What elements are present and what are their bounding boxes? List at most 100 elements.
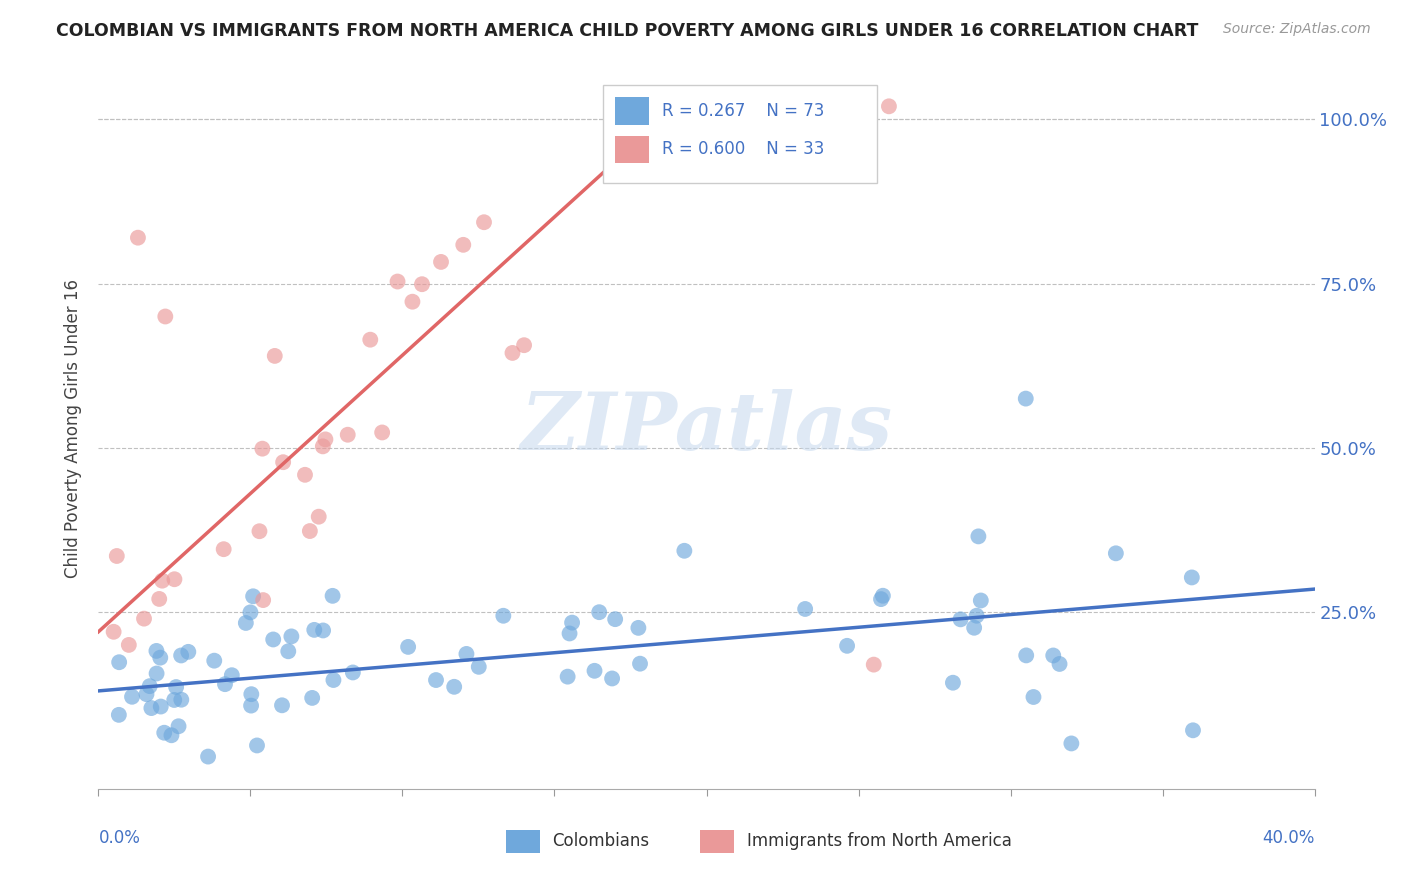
Point [163, 572, 186, 586]
Point [673, 543, 696, 558]
Point [513, 338, 536, 352]
Point [411, 277, 433, 292]
Point [1181, 570, 1204, 584]
Point [949, 612, 972, 626]
Point [359, 333, 381, 347]
Point [387, 275, 409, 289]
Point [149, 699, 172, 714]
Point [627, 621, 650, 635]
Point [235, 615, 257, 630]
Bar [700, 830, 734, 853]
Point [561, 615, 583, 630]
Point [870, 592, 893, 607]
Text: 40.0%: 40.0% [1263, 830, 1315, 847]
Point [132, 612, 155, 626]
Point [271, 455, 294, 469]
Text: Immigrants from North America: Immigrants from North America [747, 832, 1011, 850]
Text: COLOMBIAN VS IMMIGRANTS FROM NORTH AMERICA CHILD POVERTY AMONG GIRLS UNDER 16 CO: COLOMBIAN VS IMMIGRANTS FROM NORTH AMERI… [56, 22, 1198, 40]
Text: R = 0.267    N = 73: R = 0.267 N = 73 [661, 102, 824, 120]
Point [263, 349, 285, 363]
Point [312, 624, 335, 638]
Point [396, 640, 419, 654]
Point [472, 215, 495, 229]
Point [1049, 657, 1071, 671]
Point [242, 589, 264, 603]
Point [221, 668, 243, 682]
Point [456, 647, 478, 661]
Point [141, 701, 163, 715]
Point [252, 593, 274, 607]
Point [342, 665, 364, 680]
Text: Source: ZipAtlas.com: Source: ZipAtlas.com [1223, 22, 1371, 37]
Bar [506, 830, 540, 853]
Point [877, 99, 900, 113]
Point [557, 670, 579, 684]
Point [314, 433, 336, 447]
Point [280, 629, 302, 643]
Point [163, 693, 186, 707]
Point [583, 664, 606, 678]
Point [322, 589, 344, 603]
Point [150, 574, 173, 588]
Point [170, 692, 193, 706]
Point [304, 623, 326, 637]
Point [145, 666, 167, 681]
Point [239, 606, 262, 620]
Point [600, 672, 623, 686]
Point [322, 673, 344, 687]
Point [155, 310, 177, 324]
Point [148, 591, 170, 606]
Point [558, 626, 581, 640]
Point [167, 719, 190, 733]
Point [202, 654, 225, 668]
Point [312, 439, 335, 453]
Point [425, 673, 447, 687]
Point [246, 739, 269, 753]
Point [872, 589, 894, 603]
Point [108, 707, 131, 722]
Point [430, 255, 453, 269]
Point [443, 680, 465, 694]
Point [177, 645, 200, 659]
Point [153, 725, 176, 739]
Point [105, 549, 128, 563]
Text: ZIPatlas: ZIPatlas [520, 390, 893, 467]
Point [1015, 648, 1038, 663]
Point [121, 690, 143, 704]
Point [453, 237, 475, 252]
Point [1060, 736, 1083, 750]
Point [1105, 546, 1128, 560]
Point [240, 698, 263, 713]
Point [862, 657, 884, 672]
Point [103, 624, 125, 639]
Point [628, 657, 651, 671]
Point [942, 675, 965, 690]
Point [963, 621, 986, 635]
Point [588, 605, 610, 619]
Point [501, 346, 523, 360]
Point [145, 644, 167, 658]
Point [108, 655, 131, 669]
Point [197, 749, 219, 764]
Point [1022, 690, 1045, 704]
Point [371, 425, 394, 440]
Point [271, 698, 294, 713]
Point [492, 608, 515, 623]
Point [1182, 723, 1205, 738]
Point [794, 602, 817, 616]
Point [118, 638, 141, 652]
Point [127, 230, 149, 244]
Point [966, 608, 988, 623]
Point [301, 690, 323, 705]
Point [401, 294, 423, 309]
Point [249, 524, 271, 539]
Bar [616, 136, 650, 163]
Point [252, 442, 274, 456]
Point [212, 542, 235, 557]
Point [605, 612, 627, 626]
Point [240, 687, 263, 701]
Point [262, 632, 284, 647]
Point [135, 687, 157, 701]
Point [970, 593, 993, 607]
Point [138, 679, 160, 693]
